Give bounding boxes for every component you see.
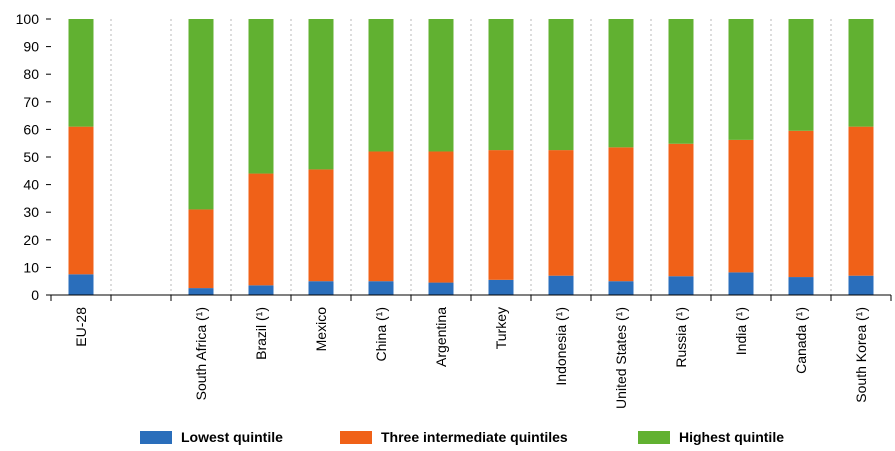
bar-segment bbox=[728, 139, 754, 273]
bar-segment bbox=[428, 282, 454, 295]
bar-segment bbox=[248, 19, 274, 174]
bar-segment bbox=[548, 19, 574, 151]
gridlines bbox=[110, 19, 832, 295]
x-tick-labels: EU-28 South Africa (¹) Brazil (¹) Mexico Chi… bbox=[73, 307, 869, 409]
x-tick-label: Mexico bbox=[313, 307, 329, 352]
x-tick-label: Brazil (¹) bbox=[253, 307, 269, 360]
x-tick-label: India (¹) bbox=[733, 307, 749, 355]
legend-swatch-highest bbox=[638, 430, 670, 444]
y-tick-label: 10 bbox=[23, 259, 39, 275]
bar-segment bbox=[188, 209, 214, 289]
chart: 0 10 20 30 40 50 60 70 80 90 100 EU-28 South Africa… bbox=[16, 11, 892, 409]
bar-segment bbox=[308, 281, 334, 295]
bar-segment bbox=[188, 19, 214, 210]
y-tick-label: 60 bbox=[23, 121, 39, 137]
bar-segment bbox=[68, 126, 94, 275]
bar-segment bbox=[788, 277, 814, 295]
bar-segment bbox=[428, 151, 454, 283]
y-tick-label: 50 bbox=[23, 149, 39, 165]
bar-segment bbox=[488, 279, 514, 295]
bar-segment bbox=[488, 150, 514, 280]
bar-segment bbox=[68, 19, 94, 127]
y-tick-label: 70 bbox=[23, 94, 39, 110]
bar-segment bbox=[368, 19, 394, 152]
axes bbox=[46, 18, 892, 301]
bar-segment bbox=[368, 151, 394, 282]
bar-segment bbox=[548, 150, 574, 276]
bar-segment bbox=[548, 275, 574, 295]
bar-segment bbox=[308, 169, 334, 282]
bar-segment bbox=[848, 19, 874, 127]
x-tick-label: Canada (¹) bbox=[793, 307, 809, 374]
legend-item-lowest: Lowest quintile bbox=[140, 429, 283, 445]
bar-segment bbox=[668, 276, 694, 295]
x-tick-label: EU-28 bbox=[73, 307, 89, 347]
bars bbox=[68, 19, 874, 295]
bar-segment bbox=[788, 19, 814, 131]
bar-segment bbox=[608, 147, 634, 282]
y-tick-label: 20 bbox=[23, 232, 39, 248]
legend-item-intermediate: Three intermediate quintiles bbox=[340, 429, 568, 445]
legend-item-highest: Highest quintile bbox=[638, 429, 784, 445]
y-tick-label: 40 bbox=[23, 177, 39, 193]
y-tick-label: 30 bbox=[23, 204, 39, 220]
legend-label-intermediate: Three intermediate quintiles bbox=[381, 429, 568, 445]
bar-segment bbox=[848, 126, 874, 276]
bar-segment bbox=[668, 19, 694, 144]
y-tick-label: 0 bbox=[31, 287, 39, 303]
bar-segment bbox=[488, 19, 514, 151]
legend-label-lowest: Lowest quintile bbox=[181, 429, 283, 445]
bar-segment bbox=[608, 281, 634, 295]
x-tick-label: South Korea (¹) bbox=[853, 307, 869, 403]
x-tick-label: Russia (¹) bbox=[673, 307, 689, 368]
x-tick-label: Indonesia (¹) bbox=[553, 307, 569, 386]
bar-segment bbox=[248, 285, 274, 295]
legend-label-highest: Highest quintile bbox=[679, 429, 784, 445]
legend-swatch-lowest bbox=[140, 430, 172, 444]
bar-segment bbox=[608, 19, 634, 148]
bar-segment bbox=[308, 19, 334, 170]
x-tick-label: Turkey bbox=[493, 307, 509, 349]
y-tick-label: 90 bbox=[23, 39, 39, 55]
bar-segment bbox=[728, 19, 754, 140]
x-tick-label: United States (¹) bbox=[613, 307, 629, 409]
legend: Lowest quintile Three intermediate quint… bbox=[0, 429, 895, 451]
x-tick-label: Argentina bbox=[433, 307, 449, 367]
y-tick-label: 80 bbox=[23, 66, 39, 82]
bar-segment bbox=[668, 143, 694, 277]
y-tick-label: 100 bbox=[16, 11, 40, 27]
x-tick-label: South Africa (¹) bbox=[193, 307, 209, 400]
bar-segment bbox=[368, 281, 394, 295]
bar-segment bbox=[848, 275, 874, 295]
bar-segment bbox=[728, 272, 754, 295]
bar-segment bbox=[188, 288, 214, 295]
bar-segment bbox=[248, 173, 274, 286]
bar-segment bbox=[788, 130, 814, 278]
x-tick-label: China (¹) bbox=[373, 307, 389, 361]
y-tick-labels: 0 10 20 30 40 50 60 70 80 90 100 bbox=[16, 11, 40, 303]
bar-segment bbox=[428, 19, 454, 152]
legend-swatch-intermediate bbox=[340, 430, 372, 444]
bar-segment bbox=[68, 274, 94, 295]
